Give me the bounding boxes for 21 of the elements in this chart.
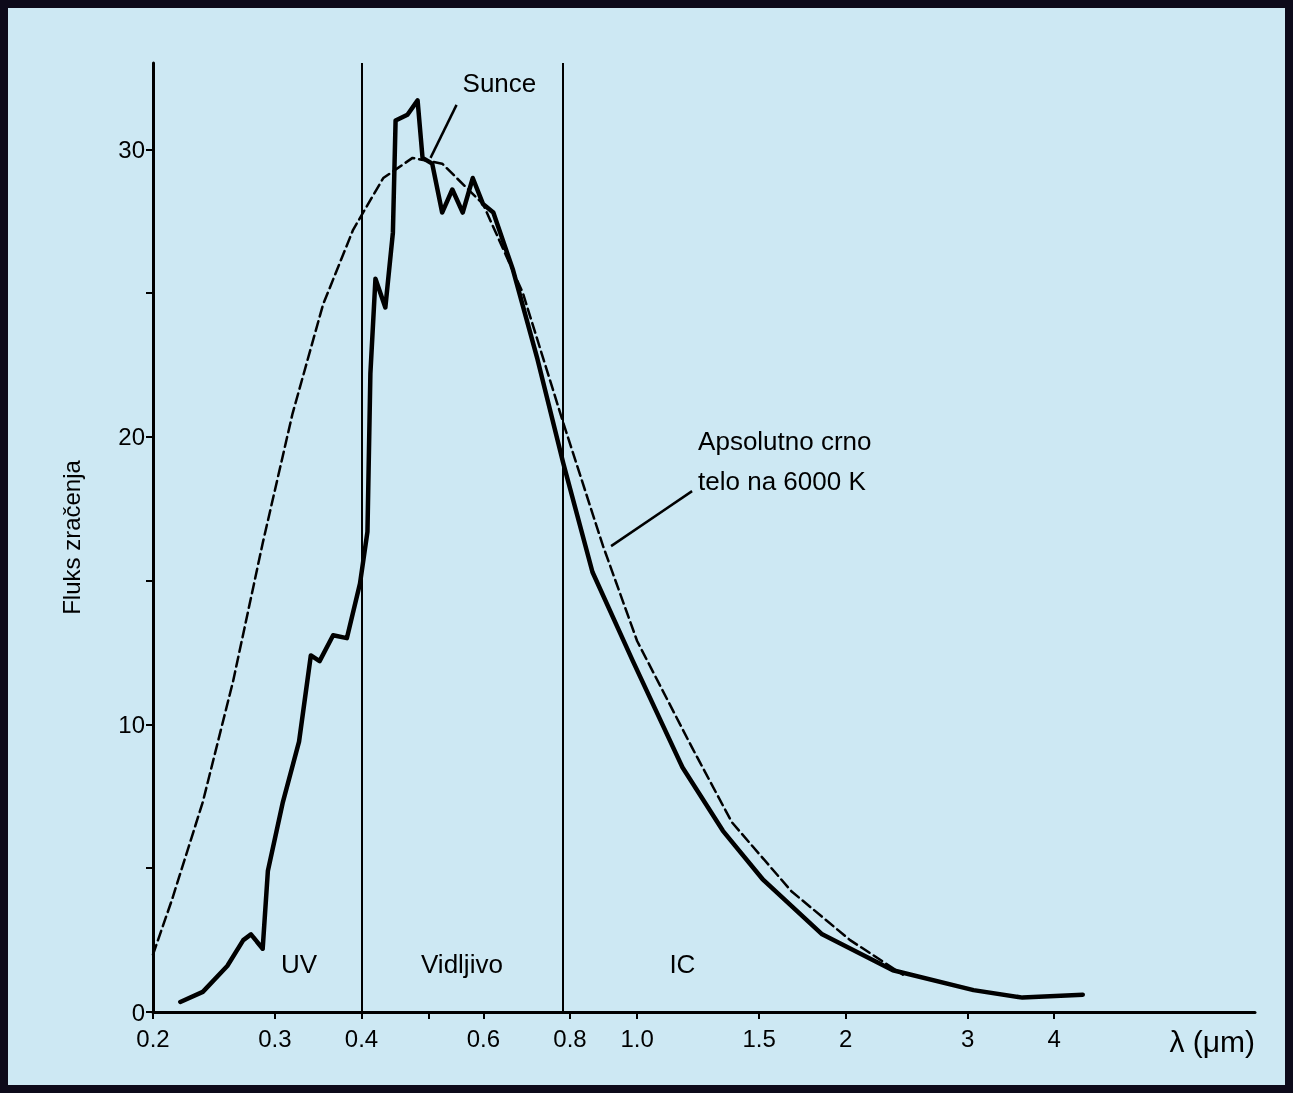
x-tick-label: 0.4 <box>344 1024 379 1052</box>
y-tick-label: 30 <box>118 135 145 163</box>
x-tick-label: 1.0 <box>620 1024 654 1052</box>
x-tick-label: 0.6 <box>466 1024 501 1052</box>
x-axis-title: λ (μm) <box>1169 1024 1255 1058</box>
x-tick-label: 1.5 <box>742 1024 776 1052</box>
annotation: UV <box>280 949 318 979</box>
annotation: Vidljivo <box>420 949 503 979</box>
y-tick-label: 10 <box>118 710 145 738</box>
y-tick-label: 20 <box>118 423 145 451</box>
x-tick-label: 2 <box>838 1024 853 1052</box>
y-tick-label: 0 <box>131 998 145 1026</box>
x-tick-label: 0.8 <box>553 1024 587 1052</box>
x-tick-label: 0.2 <box>136 1024 170 1052</box>
annotation: IC <box>669 949 696 979</box>
annotation: Sunce <box>462 67 537 98</box>
x-tick-label: 3 <box>960 1024 975 1052</box>
y-axis-title: Fluks zračenja <box>57 459 85 615</box>
annotation: Apsolutno crno telo na 6000 K <box>698 426 872 497</box>
x-tick-label: 0.3 <box>258 1024 292 1052</box>
x-tick-label: 4 <box>1047 1024 1061 1052</box>
